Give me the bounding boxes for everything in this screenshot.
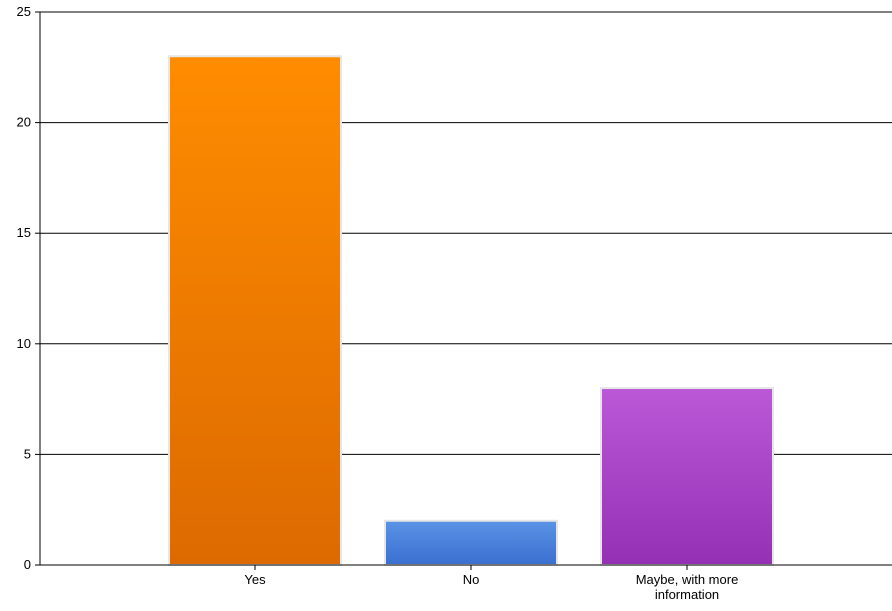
y-tick-label: 25 bbox=[17, 4, 31, 19]
bar-no bbox=[384, 519, 558, 567]
y-tick-label: 10 bbox=[17, 336, 31, 351]
y-tick-label: 0 bbox=[24, 557, 31, 572]
y-tick-label: 5 bbox=[24, 446, 31, 461]
x-axis-labels: Yes No Maybe, with more information bbox=[244, 565, 738, 602]
x-tick-label: No bbox=[463, 572, 480, 587]
bars bbox=[168, 55, 774, 567]
bar-maybe-with-more-information bbox=[600, 387, 774, 567]
x-tick-label: Maybe, with more information bbox=[636, 572, 739, 602]
y-tick-label: 20 bbox=[17, 115, 31, 130]
y-tick-label: 15 bbox=[17, 225, 31, 240]
y-axis-ticks: 0 5 10 15 20 25 bbox=[17, 4, 40, 572]
axes bbox=[39, 12, 892, 566]
x-tick-label: Yes bbox=[244, 572, 266, 587]
bar-yes bbox=[168, 55, 342, 567]
